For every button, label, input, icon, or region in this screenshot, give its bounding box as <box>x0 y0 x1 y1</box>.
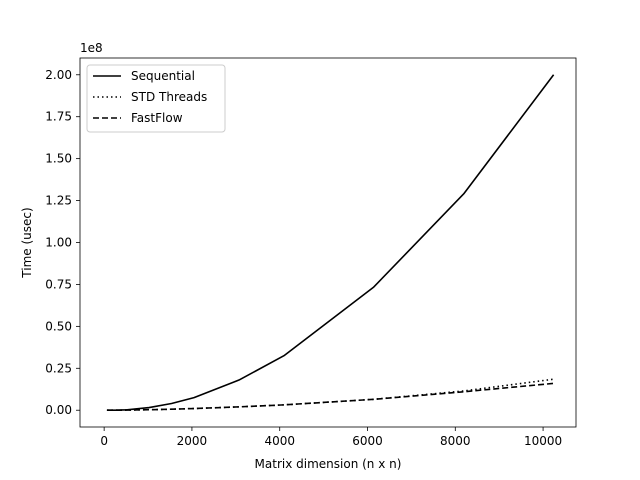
x-tick-label: 2000 <box>177 434 208 448</box>
y-axis-label: Time (usec) <box>20 207 34 278</box>
legend-label: STD Threads <box>131 90 207 104</box>
y-tick-label: 2.00 <box>45 68 72 82</box>
axis-ticks: 0 2000 4000 6000 8000 10000 0.00 0.25 0.50 0.75 1.… <box>45 68 562 448</box>
x-tick-label: 0 <box>100 434 108 448</box>
series-line-sequential <box>106 74 555 412</box>
y-tick-label: 0.75 <box>45 277 72 291</box>
y-tick-label: 1.00 <box>45 236 72 250</box>
x-tick-label: 6000 <box>352 434 383 448</box>
y-tick-label: 0.50 <box>45 319 72 333</box>
series-line-fastflow <box>106 382 554 412</box>
y-tick-label: 1.75 <box>45 110 72 124</box>
plot-area <box>106 74 555 412</box>
y-tick-label: 0.25 <box>45 361 72 375</box>
y-offset-label: 1e8 <box>80 41 103 55</box>
x-tick-label: 10000 <box>524 434 562 448</box>
legend-label: FastFlow <box>131 111 183 125</box>
legend-label: Sequential <box>131 69 195 83</box>
y-tick-label: 0.00 <box>45 403 72 417</box>
x-axis-label: Matrix dimension (n x n) <box>255 457 402 471</box>
x-tick-label: 8000 <box>440 434 471 448</box>
x-tick-label: 4000 <box>264 434 295 448</box>
legend: Sequential STD Threads FastFlow <box>86 64 226 133</box>
y-tick-label: 1.50 <box>45 152 72 166</box>
y-tick-label: 1.25 <box>45 194 72 208</box>
legend-box <box>86 64 226 133</box>
